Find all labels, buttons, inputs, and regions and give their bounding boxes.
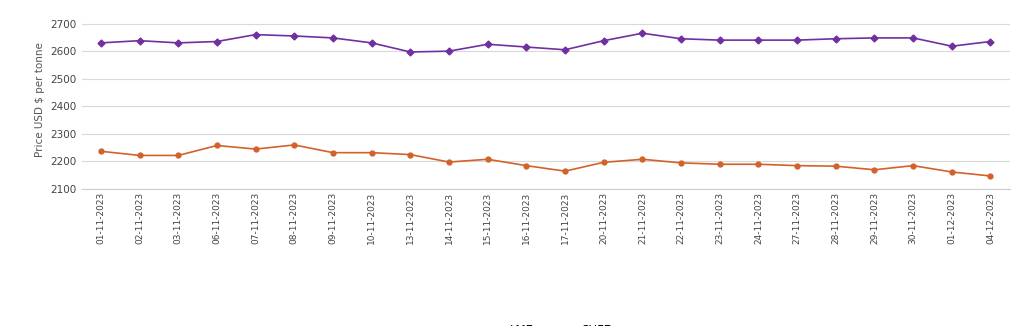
SHFE <box>983 39 996 43</box>
LME <box>95 149 107 153</box>
LME <box>945 170 957 174</box>
SHFE <box>945 44 957 48</box>
SHFE <box>326 36 338 40</box>
LME <box>597 160 609 164</box>
LME <box>326 151 338 155</box>
LME <box>983 174 996 178</box>
LME <box>752 162 764 166</box>
SHFE <box>790 38 802 42</box>
Y-axis label: Price USD $ per tonne: Price USD $ per tonne <box>35 42 45 157</box>
SHFE <box>867 36 879 40</box>
LME <box>558 169 571 173</box>
LME <box>365 151 377 155</box>
LME <box>867 168 879 172</box>
SHFE <box>404 50 416 54</box>
SHFE <box>442 49 454 53</box>
SHFE <box>172 41 184 45</box>
LME <box>172 154 184 157</box>
LME <box>790 164 802 168</box>
SHFE <box>250 33 262 37</box>
LME <box>636 157 648 161</box>
LME <box>133 154 146 157</box>
LME <box>828 164 841 168</box>
SHFE <box>211 39 223 43</box>
SHFE <box>520 45 532 49</box>
SHFE <box>365 41 377 45</box>
LME <box>481 157 493 161</box>
LME <box>250 147 262 151</box>
SHFE <box>481 42 493 46</box>
SHFE <box>828 37 841 41</box>
LME <box>288 143 301 147</box>
LME <box>404 153 416 156</box>
LME <box>442 160 454 164</box>
SHFE <box>713 38 726 42</box>
Line: LME: LME <box>99 142 991 178</box>
LME <box>906 164 918 168</box>
SHFE <box>675 37 687 41</box>
SHFE <box>133 39 146 43</box>
LME <box>211 143 223 147</box>
SHFE <box>558 48 571 52</box>
LME <box>675 161 687 165</box>
SHFE <box>95 41 107 45</box>
LME <box>713 162 726 166</box>
Legend: LME, SHFE: LME, SHFE <box>480 324 610 326</box>
Line: SHFE: SHFE <box>99 31 991 54</box>
SHFE <box>597 39 609 43</box>
SHFE <box>636 31 648 35</box>
SHFE <box>752 38 764 42</box>
SHFE <box>906 36 918 40</box>
LME <box>520 164 532 168</box>
SHFE <box>288 34 301 38</box>
